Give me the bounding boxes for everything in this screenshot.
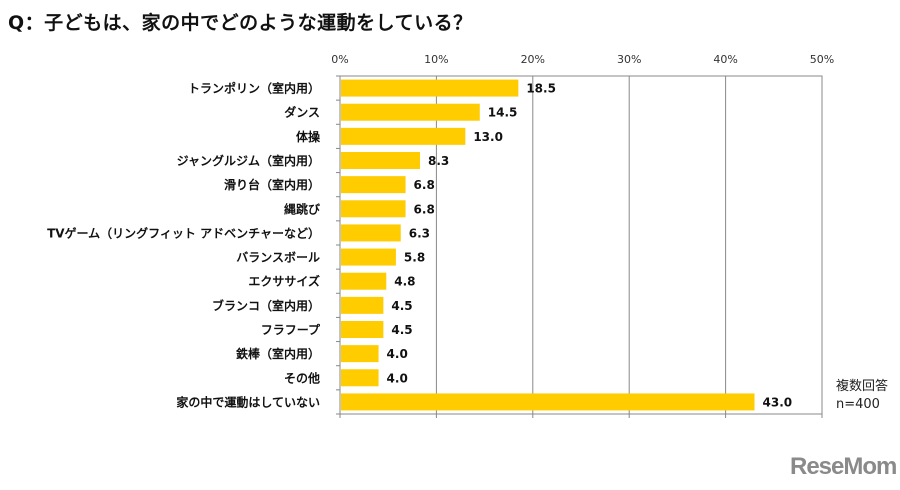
data-label: 5.8 [404,251,425,265]
category-label: エクササイズ [248,274,320,289]
x-tick-label: 10% [424,53,448,66]
bar [341,224,401,242]
category-label: バランスボール [236,250,320,265]
category-label: 滑り台（室内用） [224,177,320,192]
category-label: その他 [284,370,320,385]
data-label: 4.0 [387,371,408,385]
chart-title: Q：子どもは、家の中でどのような運動をしている？ [8,12,473,34]
x-tick-label: 0% [331,53,348,66]
data-label: 8.3 [428,154,449,168]
bar [341,152,421,169]
data-label: 6.3 [409,226,430,240]
category-label: 体操 [296,129,321,144]
bar [341,248,396,266]
x-tick-label: 30% [617,53,641,66]
survey-note: 複数回答 n=400 [836,378,888,414]
category-label: フラフープ [261,322,321,337]
bar [341,200,406,218]
x-tick-label: 50% [810,53,834,66]
category-label: 家の中で運動はしていない [176,394,320,409]
bar [341,127,466,145]
data-label: 14.5 [488,106,518,120]
data-label: 4.0 [387,347,408,361]
bar [341,296,384,314]
category-label: トランポリン（室内用） [188,81,320,96]
data-label: 6.8 [414,178,435,192]
data-label: 4.5 [391,299,412,313]
bar [341,321,384,338]
category-label: 鉄棒（室内用） [236,346,320,361]
category-label: 縄跳び [284,201,321,216]
x-tick-label: 20% [521,53,545,66]
bar [341,79,519,97]
note-sample-size: n=400 [836,397,880,412]
bar [341,369,379,387]
category-label: ダンス [284,105,320,120]
data-label: 4.8 [394,275,415,289]
bar [341,345,379,363]
bar [341,272,387,290]
note-multiple-answers: 複数回答 [836,379,889,394]
bar [341,393,755,411]
category-label: TVゲーム（リングフィット アドベンチャーなど） [47,225,320,240]
category-label: ジャングルジム（室内用） [177,153,320,168]
data-label: 43.0 [763,395,793,409]
x-tick-label: 40% [713,53,737,66]
data-label: 13.0 [473,130,503,144]
bar [341,103,480,121]
data-label: 4.5 [391,323,412,337]
category-label: ブランコ（室内用） [212,298,320,313]
resemom-logo: ReseMom [790,453,897,480]
data-label: 18.5 [526,82,556,96]
data-label: 6.8 [414,202,435,216]
bar [341,176,406,194]
plot-area [339,75,823,415]
